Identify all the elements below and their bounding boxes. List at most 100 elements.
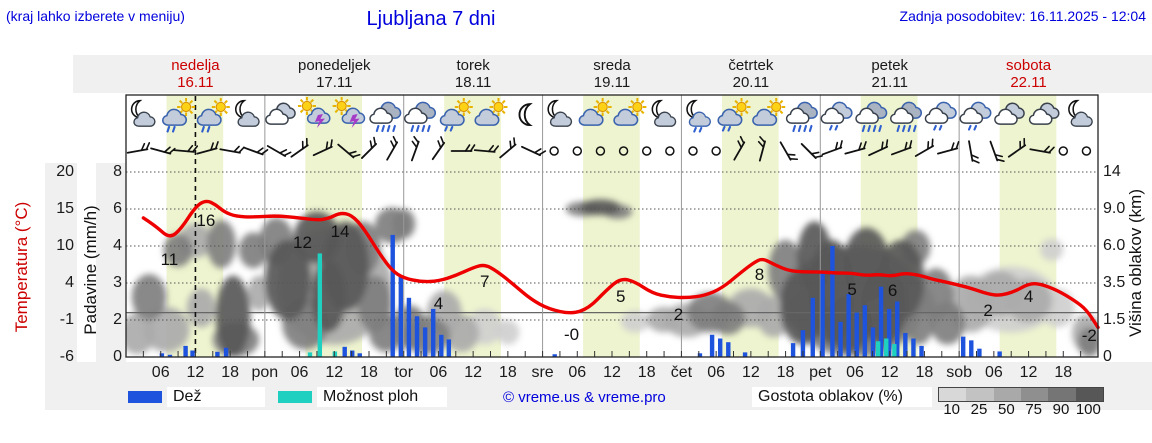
time-label-sob: sob [946, 364, 973, 381]
time-label-06: 06 [151, 364, 170, 381]
temp-tick: -1 [59, 311, 74, 328]
temp-tick: 4 [65, 274, 74, 291]
cloud-drizzle-icon [924, 101, 957, 131]
day-name-sobota: sobota [1006, 57, 1052, 74]
rain-legend-label: Dež [167, 387, 265, 407]
gradient-step [1075, 388, 1103, 401]
cloud-scale-tick: 25 [970, 401, 988, 418]
day-name-ponedeljek: ponedeljek [298, 57, 371, 74]
wind-barb-icon [968, 140, 980, 164]
wind-barb-icon [312, 139, 333, 157]
cloud-rain-icon [855, 101, 888, 133]
day-date-petek: 21.11 [871, 74, 908, 91]
time-label-12: 12 [603, 364, 621, 381]
temp-value-label: 5 [847, 280, 857, 300]
time-label-18: 18 [637, 364, 656, 381]
wind-calm-icon [618, 146, 629, 156]
day-date-ponedeljek: 17.11 [316, 74, 353, 91]
time-label-pet: pet [809, 364, 832, 381]
time-label-12: 12 [325, 364, 344, 381]
time-label-18: 18 [221, 364, 240, 381]
time-label-18: 18 [915, 364, 934, 381]
copyright-link[interactable]: © vreme.us & vreme.pro [503, 389, 666, 406]
cloud-scale-tick: 75 [1025, 401, 1042, 418]
wind-barb-icon [821, 140, 843, 156]
wind-barb-icon [914, 138, 934, 157]
temp-value-label: 4 [433, 294, 444, 314]
time-label-18: 18 [1054, 364, 1073, 381]
time-label-čet: čet [670, 364, 693, 381]
wind-barb-icon [126, 142, 151, 154]
temp-tick: 10 [56, 237, 74, 254]
temp-value-label: -0 [563, 325, 580, 345]
wind-barb-icon [844, 141, 867, 155]
wind-barb-icon [757, 136, 766, 162]
cloud-icon [265, 102, 296, 125]
shower-legend-label: Možnost ploh [317, 387, 447, 407]
time-label-pon: pon [251, 364, 279, 381]
moon-cloud-icon [235, 99, 260, 127]
wind-barb-icon [172, 144, 199, 153]
cloud-drizzle-icon [959, 101, 992, 131]
cloud-rain-icon [369, 101, 402, 133]
cloud-cover-contours [126, 199, 1098, 357]
wind-barb-icon [521, 145, 547, 157]
location-menu-hint[interactable]: (kraj lahko izberete v meniju) [6, 8, 185, 24]
cloud-scale-tick: 10 [943, 401, 961, 418]
gradient-step [993, 388, 1021, 401]
time-label-18: 18 [360, 364, 378, 381]
day-date-torek: 18.11 [454, 74, 492, 91]
rain-bars [159, 234, 1002, 357]
day-date-sobota: 22.11 [1010, 74, 1047, 91]
time-label-12: 12 [186, 364, 205, 381]
day-header-band [73, 55, 1152, 93]
temp-value-label: -2 [1081, 325, 1097, 345]
day-name-nedelja: nedelja [171, 57, 220, 74]
wind-calm-icon [549, 146, 559, 156]
moon-icon [518, 103, 533, 127]
precip-tick: 4 [113, 237, 122, 254]
moon-cloud-drizzle-icon [686, 99, 711, 133]
precip-tick: 3 [113, 274, 122, 291]
wind-barb-icon [890, 140, 913, 156]
wind-calm-icon [595, 146, 606, 156]
time-label-tor: tor [394, 364, 414, 381]
wind-calm-icon [641, 146, 652, 156]
page-title: Ljubljana 7 dni [366, 8, 496, 30]
cloud-rain-icon [404, 101, 437, 133]
temp-value-label: 12 [292, 232, 312, 252]
temp-value-label: 2 [983, 301, 993, 321]
cloud-tick: 1.5 [1103, 311, 1126, 328]
day-name-torek: torek [456, 57, 490, 74]
gradient-step [939, 388, 967, 401]
wind-barb-icon [450, 144, 476, 152]
cloud-scale-tick: 100 [1075, 401, 1101, 418]
gradient-step [1048, 388, 1076, 401]
wind-calm-icon [1081, 146, 1092, 156]
cloud-tick: 14 [1103, 163, 1121, 180]
temp-axis-strip [45, 163, 77, 362]
precip-tick: 8 [113, 163, 122, 180]
wind-barb-icon [219, 145, 245, 154]
temp-value-label: 8 [754, 265, 765, 285]
wind-barb-icon [937, 141, 960, 155]
time-label-06: 06 [707, 364, 726, 381]
sun-cloud-drizzle-icon [717, 98, 751, 132]
gradient-step [1020, 388, 1049, 401]
wind-barb-icon [473, 144, 499, 153]
shower-bars [307, 253, 897, 357]
cloud-drizzle-icon [820, 101, 853, 131]
wind-barb-icon [410, 135, 420, 162]
wind-barb-icon [868, 139, 889, 157]
day-date-nedelja: 16.11 [177, 74, 214, 91]
time-label-06: 06 [846, 364, 864, 381]
moon-cloud-icon [1068, 99, 1093, 127]
sun-storm-icon [297, 97, 331, 128]
cloud-tick: 3.5 [1103, 274, 1126, 291]
precip-axis-strip [96, 163, 126, 362]
temp-value-label: 4 [1023, 286, 1034, 306]
temp-tick: 15 [56, 200, 74, 217]
time-label-18: 18 [498, 364, 517, 381]
